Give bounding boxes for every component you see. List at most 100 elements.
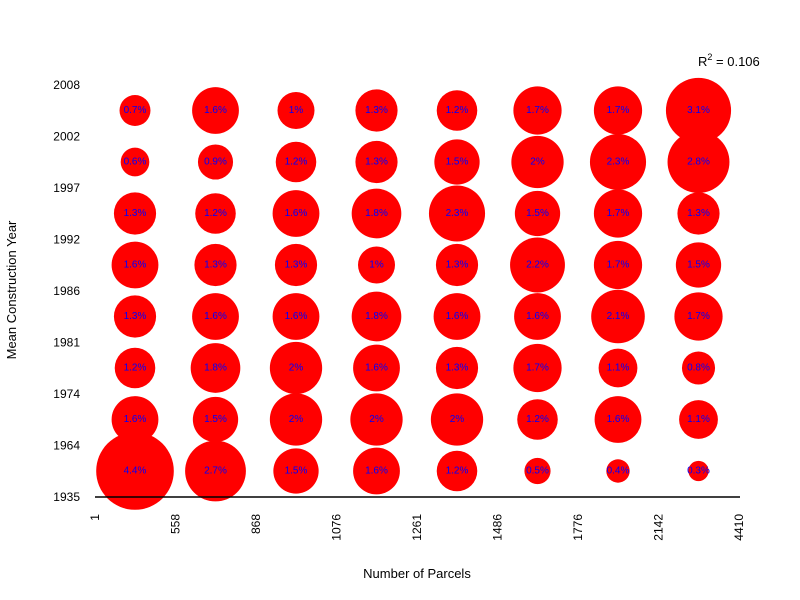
bubble-percent-label: 2% — [530, 157, 545, 168]
bubble — [433, 293, 481, 340]
bubble-percent-label: 1.7% — [607, 260, 630, 271]
bubble-percent-label: 1.8% — [365, 208, 388, 219]
bubble — [674, 292, 723, 341]
bubble — [269, 341, 323, 395]
bubble-percent-label: 2.8% — [687, 157, 710, 168]
bubble-percent-label: 1.5% — [204, 414, 227, 425]
x-tick-label: 4410 — [732, 514, 746, 541]
bubble — [593, 189, 643, 238]
bubble-percent-label: 1.6% — [365, 466, 388, 477]
bubble-percent-label: 1.3% — [124, 208, 147, 219]
y-tick-label: 1992 — [53, 233, 80, 247]
bubble — [273, 448, 319, 494]
bubble — [434, 139, 480, 185]
bubble-percent-label: 1.7% — [526, 363, 549, 374]
bubble — [111, 241, 159, 289]
bubble — [511, 135, 564, 189]
bubble — [514, 293, 561, 340]
bubble — [272, 190, 320, 237]
bubble-percent-label: 1.2% — [446, 105, 469, 116]
y-tick-label: 1964 — [53, 439, 80, 453]
r-squared-value: = 0.106 — [712, 54, 759, 69]
bubble — [355, 89, 398, 132]
bubble — [195, 193, 236, 234]
bubble — [358, 246, 395, 284]
bubble-percent-label: 0.7% — [124, 105, 147, 116]
bubble — [277, 92, 315, 129]
bubble-percent-label: 1.6% — [204, 311, 227, 322]
bubble — [351, 188, 402, 239]
y-tick-label: 1974 — [53, 387, 80, 401]
y-tick-label: 2002 — [53, 130, 80, 144]
bubble-percent-label: 1.3% — [687, 208, 710, 219]
bubble-percent-label: 1.3% — [124, 311, 147, 322]
x-tick-label: 2142 — [652, 514, 666, 541]
bubble — [517, 399, 558, 440]
bubble — [96, 432, 174, 510]
bubble — [667, 131, 730, 193]
bubble — [430, 393, 484, 446]
bubble-percent-label: 1.6% — [526, 311, 549, 322]
bubble-percent-label: 2.7% — [204, 466, 227, 477]
bubble — [436, 450, 478, 492]
bubble-percent-label: 1.3% — [204, 260, 227, 271]
bubble — [353, 447, 400, 495]
bubble — [589, 133, 647, 191]
bubble — [524, 457, 551, 485]
x-tick-label: 1 — [88, 514, 102, 521]
bubble — [513, 86, 562, 135]
y-tick-label: 2008 — [53, 78, 80, 92]
x-tick-label: 1776 — [571, 514, 585, 541]
x-tick-label: 558 — [169, 514, 183, 534]
bubble-percent-label: 1% — [369, 260, 384, 271]
x-tick-labels: 1 558 868 1076 1261 1486 1776 2142 4410 — [88, 514, 746, 541]
x-axis-title: Number of Parcels — [363, 566, 471, 581]
bubble-percent-label: 0.8% — [687, 363, 710, 374]
bubble-percent-label: 1.2% — [124, 363, 147, 374]
bubble — [594, 396, 642, 443]
bubble-percent-label: 2.2% — [526, 260, 549, 271]
y-tick-label: 1935 — [53, 490, 80, 504]
bubble — [351, 291, 402, 342]
bubble-percent-label: 0.6% — [124, 157, 147, 168]
bubble — [192, 293, 239, 340]
y-tick-label: 1986 — [53, 284, 80, 298]
x-tick-label: 1486 — [491, 514, 505, 541]
bubble-percent-label: 1.1% — [687, 414, 710, 425]
bubble — [269, 393, 323, 446]
bubble-percent-label: 2% — [369, 414, 384, 425]
bubble-percent-label: 1.3% — [365, 105, 388, 116]
bubble — [113, 192, 157, 235]
bubble-percent-label: 2% — [289, 363, 304, 374]
bubble-percent-label: 1.6% — [446, 311, 469, 322]
bubble — [120, 147, 150, 177]
bubble-percent-label: 4.4% — [124, 466, 147, 477]
bubble-layer — [96, 77, 732, 510]
bubble-percent-label: 1.3% — [446, 260, 469, 271]
bubble-percent-label: 1.7% — [687, 311, 710, 322]
bubble — [681, 351, 716, 385]
bubble-percent-label: 1.5% — [285, 466, 308, 477]
bubble-percent-label: 2.1% — [607, 311, 630, 322]
y-tick-label: 1981 — [53, 336, 80, 350]
bubble — [677, 192, 720, 235]
bubble — [510, 237, 565, 293]
bubble-percent-label: 1.5% — [446, 157, 469, 168]
bubble — [679, 400, 718, 439]
bubble — [350, 393, 403, 446]
bubble — [355, 140, 398, 184]
bubble-percent-label: 0.4% — [607, 466, 630, 477]
bubble — [513, 343, 562, 393]
bubble — [119, 95, 151, 126]
bubble-percent-label: 1.6% — [365, 363, 388, 374]
bubble — [192, 396, 239, 443]
bubble-percent-label: 1.8% — [365, 311, 388, 322]
bubble-percent-label: 1.3% — [446, 363, 469, 374]
bubble-percent-label: 1.2% — [285, 157, 308, 168]
bubble-percent-label: 1.6% — [285, 311, 308, 322]
bubble-percent-label: 1.6% — [124, 414, 147, 425]
bubble-percent-label: 1.6% — [124, 260, 147, 271]
bubble — [436, 90, 478, 131]
bubble-percent-label: 1.7% — [607, 105, 630, 116]
bubble — [675, 242, 722, 288]
